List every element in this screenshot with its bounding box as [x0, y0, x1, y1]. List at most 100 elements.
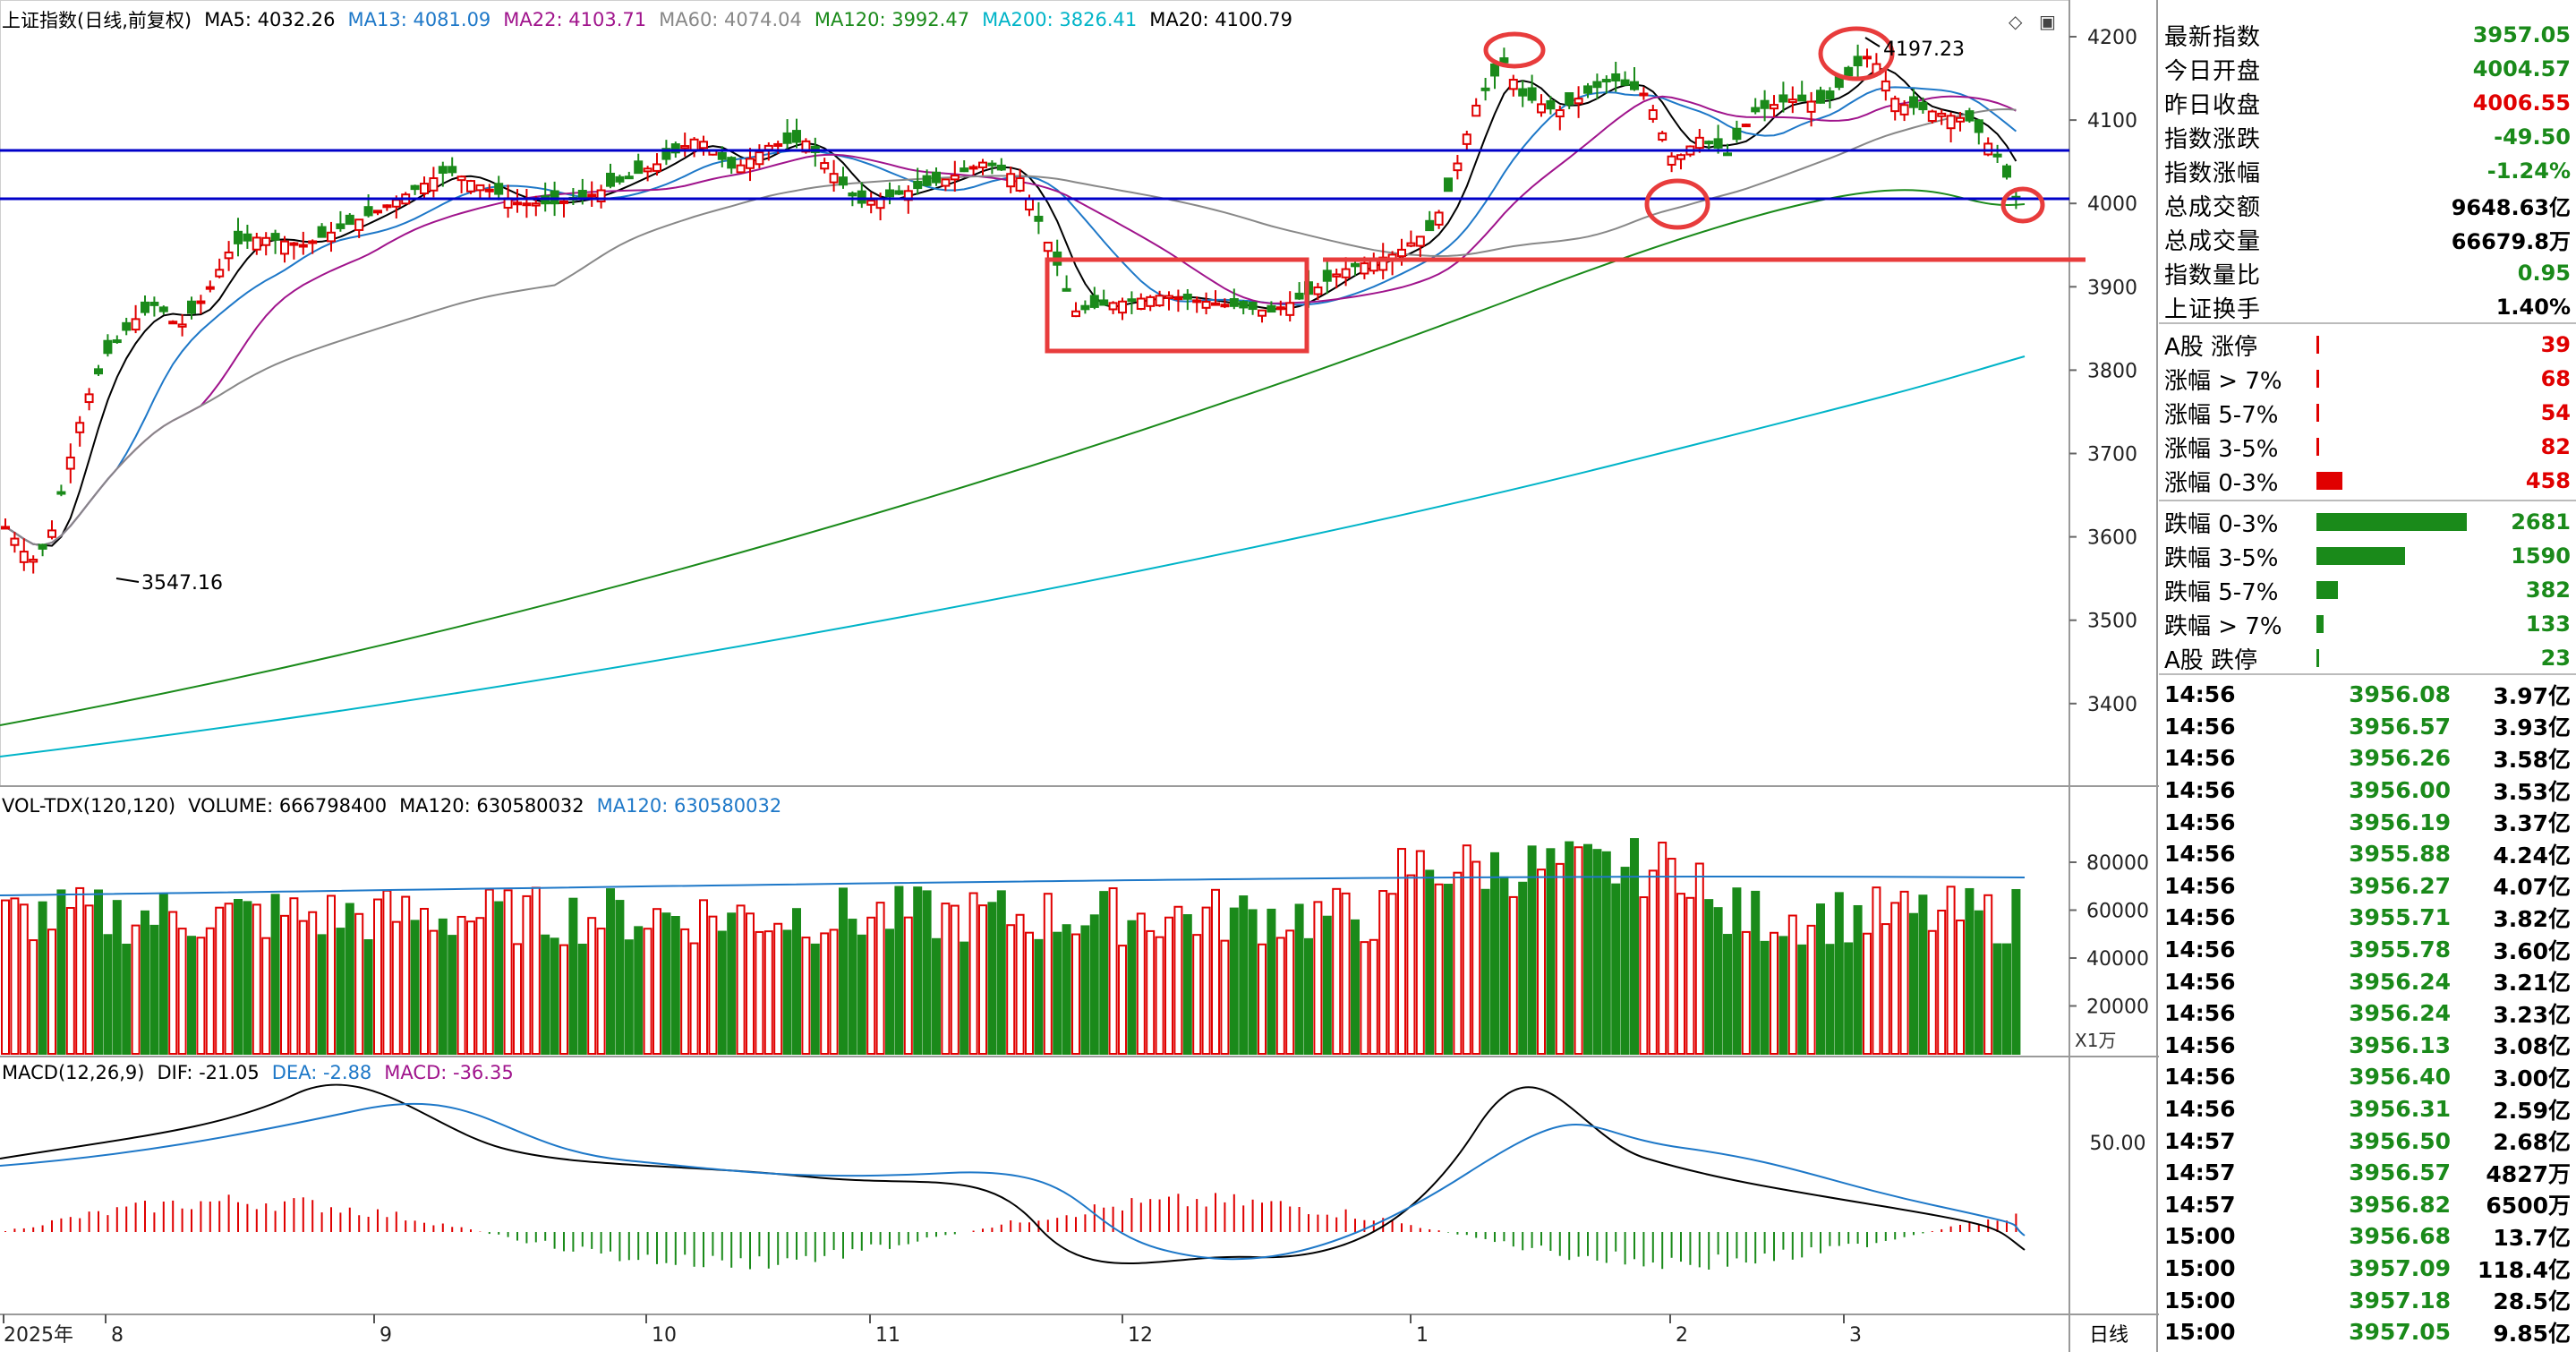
breadth-label: 涨幅 5-7%	[2164, 401, 2279, 429]
stat-row: 昨日收盘 4006.55	[2164, 86, 2571, 120]
candle-body	[1332, 273, 1342, 278]
price-tick-label: 3500	[2087, 611, 2137, 633]
volume-bar	[1713, 907, 1723, 1055]
tick-row[interactable]: 15:00 3957.05 9.85亿	[2164, 1316, 2571, 1348]
volume-bar	[1620, 867, 1630, 1056]
volume-bar	[1974, 910, 1983, 1055]
volume-bar	[894, 886, 904, 1055]
tick-row[interactable]: 14:56 3955.78 3.60亿	[2164, 934, 2571, 966]
tick-row[interactable]: 14:56 3955.71 3.82亿	[2164, 902, 2571, 934]
tick-row[interactable]: 15:00 3957.09 118.4亿	[2164, 1253, 2571, 1285]
kline-chart-area[interactable]: 4200 4100 4000 3900 3800 3700 3600 3500 3400 419…	[0, 0, 2159, 1352]
candle-body	[1667, 155, 1676, 166]
price-tick-label: 3600	[2087, 527, 2137, 550]
volume-bar	[122, 943, 132, 1056]
volume-bar	[1639, 896, 1649, 1055]
candle-body	[56, 491, 66, 495]
tick-row[interactable]: 14:57 3956.57 4827万	[2164, 1157, 2571, 1189]
candle-body	[466, 180, 475, 193]
volume-bar	[2011, 888, 2021, 1055]
volume-bar	[29, 939, 38, 1055]
volume-bar	[689, 942, 699, 1056]
volume-bar	[1462, 844, 1471, 1055]
volume-tick-label: 60000	[2086, 901, 2149, 923]
volume-bar	[615, 900, 625, 1055]
volume-bar	[1937, 909, 1947, 1055]
candle-body	[1397, 248, 1406, 258]
period-button[interactable]: 日线	[2089, 1324, 2128, 1347]
candle-body	[1555, 109, 1565, 118]
volume-bar	[65, 907, 75, 1055]
tick-row[interactable]: 15:00 3956.68 13.7亿	[2164, 1220, 2571, 1253]
volume-bar	[1108, 887, 1118, 1055]
volume-bar	[1667, 858, 1676, 1055]
tick-row[interactable]: 15:00 3957.18 28.5亿	[2164, 1284, 2571, 1316]
candle-body	[1341, 268, 1351, 278]
candle-body	[1816, 90, 1825, 104]
volume-bar	[1583, 843, 1592, 1056]
volume-bar	[103, 934, 113, 1056]
volume-bar	[727, 912, 737, 1055]
tick-row[interactable]: 14:56 3956.19 3.37亿	[2164, 806, 2571, 838]
volume-bar	[717, 930, 727, 1056]
tick-row[interactable]: 14:57 3956.50 2.68亿	[2164, 1125, 2571, 1157]
tick-amount: 3.08亿	[2493, 1033, 2571, 1060]
tick-row[interactable]: 14:57 3956.82 6500万	[2164, 1189, 2571, 1221]
tick-row[interactable]: 14:56 3956.08 3.97亿	[2164, 679, 2571, 711]
volume-bar	[1453, 871, 1463, 1055]
price-tick-label: 4000	[2087, 193, 2137, 216]
candle-body	[336, 223, 345, 229]
window-icon[interactable]: ▣	[2039, 11, 2056, 32]
tick-row[interactable]: 14:56 3956.31 2.59亿	[2164, 1093, 2571, 1125]
volume-bar	[866, 916, 876, 1056]
annotation-consolidation-box	[1045, 257, 1309, 354]
candle-body	[1425, 219, 1435, 232]
stat-label: 总成交额	[2164, 193, 2262, 221]
candle-body	[1676, 154, 1685, 160]
volume-bar	[1685, 896, 1695, 1055]
stat-value: 3957.05	[2472, 22, 2571, 47]
tick-row[interactable]: 14:56 3956.40 3.00亿	[2164, 1061, 2571, 1093]
tick-row[interactable]: 14:56 3956.27 4.07亿	[2164, 870, 2571, 903]
candle-body	[1918, 101, 1928, 111]
tick-row[interactable]: 14:56 3956.24 3.23亿	[2164, 997, 2571, 1030]
ma-legend: MA5: 4032.26 MA13: 4081.09 MA22: 4103.71 MA…	[204, 9, 1305, 30]
candle-body	[168, 321, 178, 325]
volume-bar	[354, 912, 364, 1056]
tick-row[interactable]: 14:56 3956.24 3.21亿	[2164, 965, 2571, 997]
volume-bar	[1555, 862, 1565, 1055]
volume-bar	[19, 903, 29, 1055]
candle-body	[922, 175, 932, 186]
volume-bar	[1704, 899, 1714, 1055]
macd-tick-label: 50.00	[2090, 1133, 2146, 1155]
tick-row[interactable]: 14:56 3956.00 3.53亿	[2164, 774, 2571, 807]
breadth-value: 1590	[2511, 543, 2571, 569]
tick-time: 15:00	[2164, 1255, 2236, 1282]
index-title[interactable]: 上证指数(日线,前复权)	[2, 10, 192, 31]
volume-axis-ticks: 80000 60000 40000 20000	[2069, 852, 2149, 1019]
volume-bar	[1155, 936, 1164, 1055]
candle-body	[1844, 66, 1854, 77]
volume-bar	[699, 899, 708, 1055]
volume-ma-line	[0, 876, 2026, 896]
candle-body	[1648, 109, 1658, 120]
candle-body	[1956, 116, 1965, 123]
breadth-label: 跌幅 0-3%	[2164, 510, 2279, 538]
candle-body	[1015, 177, 1025, 192]
volume-bar	[1601, 851, 1611, 1055]
tick-row[interactable]: 14:56 3956.13 3.08亿	[2164, 1030, 2571, 1062]
ma-legend-item: MA60: 4074.04	[659, 9, 802, 30]
candle-body	[1173, 296, 1183, 301]
volume-bar	[420, 908, 429, 1055]
volume-bar	[1294, 903, 1304, 1055]
collapse-icon[interactable]: ◇	[2009, 11, 2023, 32]
stat-row: 总成交量 66679.8万	[2164, 222, 2571, 256]
candle-body	[820, 162, 830, 170]
tick-row[interactable]: 14:56 3956.57 3.93亿	[2164, 711, 2571, 743]
tick-row[interactable]: 14:56 3956.26 3.58亿	[2164, 742, 2571, 774]
volume-bar	[336, 928, 345, 1056]
volume-bar	[280, 914, 289, 1055]
tick-row[interactable]: 14:56 3955.88 4.24亿	[2164, 838, 2571, 870]
volume-bar	[177, 928, 187, 1056]
price-tick-label: 4200	[2087, 27, 2137, 49]
